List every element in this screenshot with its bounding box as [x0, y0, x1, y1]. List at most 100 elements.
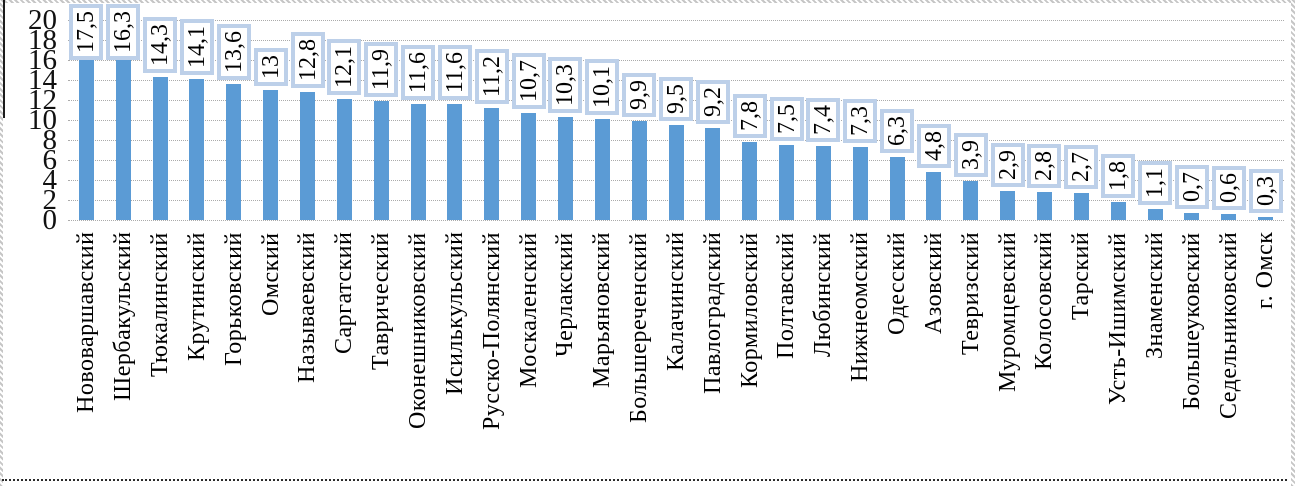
x-axis-category: Тарский [1063, 232, 1100, 478]
bar [263, 90, 278, 220]
y-tick-label: 6 [42, 144, 58, 176]
bar-value-label: 11,2 [475, 48, 509, 104]
bar-value-text: 7,8 [737, 101, 763, 131]
bar-value-label: 7,3 [843, 99, 877, 143]
gridline [68, 59, 1284, 61]
x-axis-category-label: Нижнеомский [847, 232, 874, 383]
x-axis-category: Называевский [289, 232, 326, 478]
x-axis-category-label: Полтавский [773, 232, 800, 359]
x-axis-category: Азовский [915, 232, 952, 478]
bar [890, 157, 905, 220]
bar [1258, 217, 1273, 220]
bar-value-label: 2,9 [991, 143, 1025, 187]
bar [779, 145, 794, 220]
x-axis-category-label: Кормиловский [736, 232, 763, 388]
gridline [68, 19, 1284, 21]
bar-value-label: 10,7 [512, 53, 546, 109]
bar-value-label: 0,6 [1212, 166, 1246, 210]
bar-value-text: 10,3 [552, 64, 578, 106]
bar [153, 77, 168, 220]
bar-value-label: 7,8 [733, 94, 767, 138]
bar-value-label: 3,9 [954, 133, 988, 177]
x-axis-category-label: г. Омск [1252, 232, 1279, 310]
bar [853, 147, 868, 220]
bar [705, 128, 720, 220]
x-axis-category-label: Шербакульский [110, 232, 137, 402]
x-axis-category: Исилькульский [436, 232, 473, 478]
bar-value-text: 0,6 [1216, 173, 1242, 203]
x-axis-category-label: Марьяновский [589, 232, 616, 389]
x-axis-category-label: Оконешниковский [405, 232, 432, 429]
bar [1184, 213, 1199, 220]
x-axis-category-label: Горьковский [220, 232, 247, 366]
bar-value-text: 14,1 [184, 26, 210, 68]
y-tick-label: 8 [42, 124, 58, 156]
bar [1037, 192, 1052, 220]
bar [1000, 191, 1015, 220]
bar-value-text: 7,3 [847, 106, 873, 136]
bar-value-label: 12,1 [327, 39, 361, 95]
gridline [68, 219, 1284, 221]
bar [1148, 209, 1163, 220]
x-axis-category: Любинский [805, 232, 842, 478]
bar [742, 142, 757, 220]
bar [632, 121, 647, 220]
x-axis-category: Москаленский [510, 232, 547, 478]
x-axis-category: Горьковский [215, 232, 252, 478]
x-axis-category: г. Омск [1247, 232, 1284, 478]
x-axis-category-label: Черлакский [552, 232, 579, 357]
bar-value-text: 1,8 [1105, 161, 1131, 191]
frame-border-top [0, 0, 1295, 3]
x-axis-category-label: Называевский [294, 232, 321, 384]
x-axis-category: Седельниковский [1210, 232, 1247, 478]
bar [963, 181, 978, 220]
bar-value-label: 11,6 [438, 44, 472, 100]
x-axis-category-label: Тюкалинский [147, 232, 174, 377]
bar-value-label: 0,7 [1175, 165, 1209, 209]
bar-value-text: 16,3 [110, 11, 136, 53]
x-axis: Нововаршавский Шербакульский Тюкалинский Кр… [68, 232, 1284, 478]
x-axis-category-label: Исилькульский [441, 232, 468, 396]
x-axis-category: Знаменский [1136, 232, 1173, 478]
bar-value-label: 7,4 [806, 98, 840, 142]
y-tick-label: 20 [28, 4, 57, 36]
bar-value-text: 0,3 [1253, 176, 1279, 206]
x-axis-category: Большеуковский [1173, 232, 1210, 478]
left-edge-line [3, 0, 5, 118]
bar-value-label: 1,8 [1101, 154, 1135, 198]
x-axis-category: Усть-Ишимский [1100, 232, 1137, 478]
x-axis-category: Оконешниковский [400, 232, 437, 478]
bar-value-label: 16,3 [106, 4, 140, 60]
x-axis-category-label: Седельниковский [1215, 232, 1242, 420]
y-tick-label: 10 [28, 104, 57, 136]
bar-value-text: 11,9 [368, 48, 394, 90]
x-axis-category-label: Колосовский [1031, 232, 1058, 371]
bar [816, 146, 831, 220]
bar-value-text: 17,5 [73, 11, 99, 53]
x-axis-category: Колосовский [1026, 232, 1063, 478]
bar [484, 108, 499, 220]
x-axis-category: Павлоградский [694, 232, 731, 478]
x-axis-category-label: Любинский [810, 232, 837, 357]
y-tick-label: 0 [42, 204, 58, 236]
bar-value-text: 2,7 [1068, 152, 1094, 182]
x-axis-category: Тюкалинский [142, 232, 179, 478]
bar-value-text: 2,9 [995, 150, 1021, 180]
x-axis-category: Нижнеомский [842, 232, 879, 478]
x-axis-category: Большереченский [621, 232, 658, 478]
x-axis-category-label: Таврический [368, 232, 395, 370]
x-axis-category-label: Нововаршавский [73, 232, 100, 414]
bar [669, 125, 684, 220]
bar-value-label: 11,6 [401, 44, 435, 100]
bar-value-text: 11,6 [442, 51, 468, 93]
x-axis-category-label: Москаленский [515, 232, 542, 388]
x-axis-category: Таврический [363, 232, 400, 478]
bar-value-text: 11,2 [479, 55, 505, 97]
bar-value-text: 7,5 [774, 104, 800, 134]
bar-value-label: 9,2 [696, 80, 730, 124]
bar [1111, 202, 1126, 220]
bar [521, 113, 536, 220]
bar-value-text: 1,1 [1142, 168, 1168, 198]
bar [1221, 214, 1236, 220]
bar-value-text: 0,7 [1179, 172, 1205, 202]
